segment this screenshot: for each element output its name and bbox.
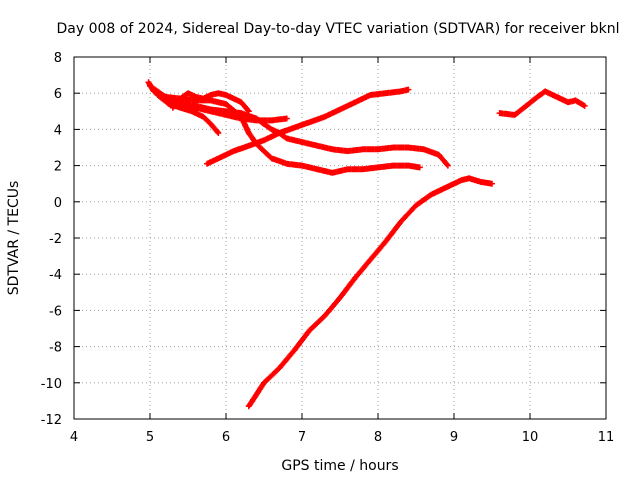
y-axis-title: SDTVAR / TECUs [6,181,22,296]
y-tick-label: -2 [49,232,62,247]
x-tick-label: 9 [450,430,458,445]
x-tick-label: 8 [374,430,382,445]
y-tick-label: 0 [54,196,62,211]
series-arc-c [162,93,423,176]
series-arc-h [496,88,588,118]
x-tick-label: 7 [298,430,306,445]
y-tick-label: 2 [54,160,62,175]
point-markers-arc-h [496,88,588,118]
x-tick-label: 4 [70,430,78,445]
grid [74,57,606,419]
x-tick-label: 10 [522,430,539,445]
x-axis-title: GPS time / hours [281,458,398,474]
series-arc-f [204,86,412,167]
series-arc-g [245,175,495,410]
ticks: 4 5 6 7 8 9 10 11 -12 -10 -8 -6 -4 -2 0 2 4 6 8 [41,51,615,445]
point-markers-arc-c [162,93,423,176]
point-markers-arc-g [245,175,495,410]
x-tick-label: 6 [222,430,230,445]
y-tick-label: 4 [54,123,62,138]
x-tick-label: 5 [146,430,154,445]
data-points [145,79,588,410]
chart-title: Day 008 of 2024, Sidereal Day-to-day VTE… [57,21,620,37]
y-tick-label: -10 [41,377,62,392]
series-arc-e [154,92,222,136]
point-markers-arc-e [154,92,222,136]
y-tick-label: -12 [41,413,62,428]
y-tick-label: -6 [49,304,62,319]
y-tick-label: 8 [54,51,62,66]
y-tick-label: -8 [49,341,62,356]
y-tick-label: -4 [49,268,62,283]
point-markers-arc-f [204,86,412,167]
x-tick-label: 11 [598,430,615,445]
y-tick-label: 6 [54,87,62,102]
